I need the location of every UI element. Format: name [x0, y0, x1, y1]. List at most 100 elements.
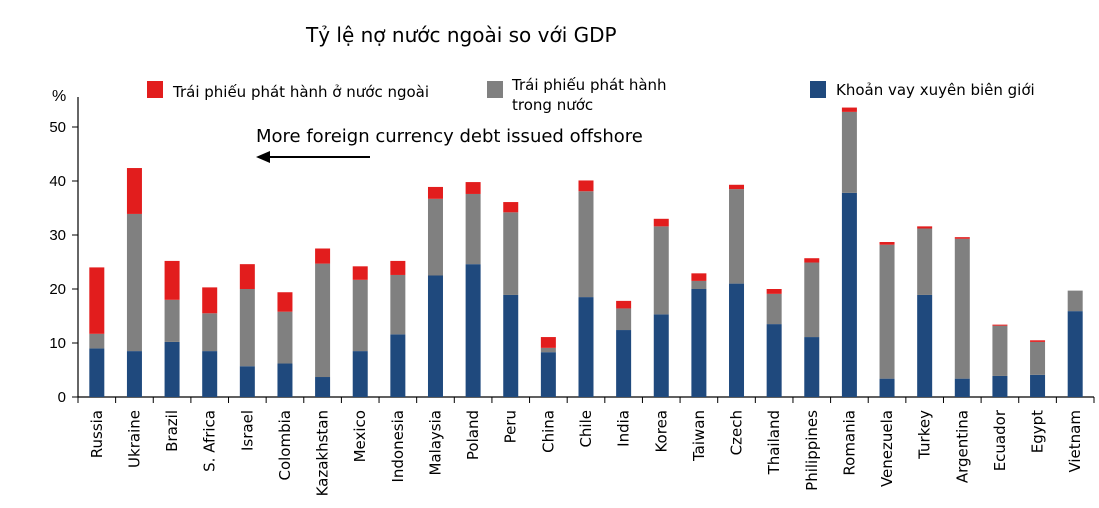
bar-segment-domestic-bonds — [465, 193, 481, 265]
bar-segment-domestic-bonds — [126, 213, 142, 352]
y-tick-label: 10 — [49, 335, 66, 352]
bar-segment-offshore-bonds — [841, 107, 857, 112]
bar-segment-cross-border-loans — [164, 341, 180, 397]
legend: Trái phiếu phát hành ở nước ngoài Trái p… — [147, 76, 1035, 114]
bar-segment-offshore-bonds — [126, 168, 142, 214]
x-tick-label: Israel — [238, 410, 256, 451]
bar-segment-offshore-bonds — [352, 266, 368, 280]
legend-label-cross-border-loans: Khoản vay xuyên biên giới — [836, 81, 1035, 99]
bar-segment-offshore-bonds — [239, 264, 255, 289]
y-tick-label: 20 — [49, 281, 66, 298]
bar-segment-offshore-bonds — [879, 242, 895, 245]
x-tick-label: Egypt — [1029, 410, 1047, 453]
y-tick-label: 40 — [49, 173, 66, 190]
bar-segment-domestic-bonds — [992, 325, 1008, 376]
x-tick-label: Czech — [728, 410, 746, 455]
bar-segment-domestic-bonds — [164, 299, 180, 342]
x-tick-label: Kazakhstan — [314, 410, 332, 496]
bar-segment-offshore-bonds — [89, 267, 105, 334]
x-tick-label: Argentina — [953, 410, 971, 483]
x-tick-label: Ecuador — [991, 409, 1009, 471]
bar-segment-domestic-bonds — [766, 293, 782, 325]
x-tick-label: Taiwan — [690, 410, 708, 462]
bar-segment-domestic-bonds — [239, 289, 255, 367]
legend-label-domestic-bonds-line2: trong nước — [512, 96, 593, 114]
x-tick-label: Ukraine — [125, 410, 143, 468]
bar-segment-cross-border-loans — [315, 377, 331, 397]
bar-segment-cross-border-loans — [202, 351, 218, 397]
x-tick-label: Chile — [577, 410, 595, 448]
bar-segment-cross-border-loans — [841, 192, 857, 397]
bar-segment-domestic-bonds — [540, 347, 556, 353]
bar-segment-offshore-bonds — [691, 273, 707, 281]
bar-segment-cross-border-loans — [390, 334, 406, 397]
bar-segment-domestic-bonds — [89, 333, 105, 349]
bar-segment-cross-border-loans — [917, 294, 933, 397]
bar-segment-cross-border-loans — [804, 337, 820, 397]
bar-segment-cross-border-loans — [954, 378, 970, 397]
x-tick-label: Brazil — [163, 410, 181, 452]
bar-segment-cross-border-loans — [126, 351, 142, 397]
bar-segment-cross-border-loans — [766, 324, 782, 397]
bar-segment-domestic-bonds — [202, 313, 218, 352]
x-tick-label: Russia — [88, 410, 106, 458]
x-tick-label: Colombia — [276, 410, 294, 481]
x-tick-label: Indonesia — [389, 410, 407, 483]
legend-label-domestic-bonds-line1: Trái phiếu phát hành — [511, 76, 667, 94]
x-tick-label: Vietnam — [1066, 410, 1084, 473]
y-tick-label: 30 — [49, 227, 66, 244]
bar-segment-cross-border-loans — [616, 330, 632, 397]
x-tick-label: Peru — [502, 410, 520, 443]
bar-segment-domestic-bonds — [503, 212, 519, 295]
bar-segment-domestic-bonds — [1067, 290, 1083, 312]
legend-swatch-domestic-bonds — [487, 81, 503, 98]
bar-segment-offshore-bonds — [766, 289, 782, 294]
x-tick-label: S. Africa — [201, 410, 219, 472]
x-tick-label: Turkey — [916, 410, 934, 460]
bar-segment-offshore-bonds — [992, 324, 1008, 326]
bar-segment-domestic-bonds — [1030, 341, 1046, 375]
bar-segment-offshore-bonds — [277, 292, 293, 312]
bar-segment-offshore-bonds — [540, 337, 556, 348]
x-tick-label: Thailand — [765, 410, 783, 475]
bar-segment-cross-border-loans — [1030, 374, 1046, 397]
bar-segment-offshore-bonds — [804, 258, 820, 263]
bar-segment-cross-border-loans — [729, 283, 745, 397]
bar-segment-cross-border-loans — [465, 264, 481, 397]
bar-segment-domestic-bonds — [804, 262, 820, 338]
bar-segment-cross-border-loans — [879, 378, 895, 397]
bar-segment-cross-border-loans — [427, 275, 443, 397]
legend-swatch-offshore-bonds — [147, 81, 163, 98]
x-tick-label: India — [615, 410, 633, 447]
bar-segment-offshore-bonds — [954, 237, 970, 239]
y-tick-label: 50 — [49, 119, 66, 136]
bar-segment-cross-border-loans — [239, 366, 255, 397]
bar-segment-domestic-bonds — [315, 263, 331, 378]
bar-segment-offshore-bonds — [1030, 340, 1046, 342]
bar-segment-domestic-bonds — [653, 226, 669, 315]
x-tick-label: Mexico — [351, 410, 369, 462]
bar-segment-domestic-bonds — [691, 280, 707, 289]
bar-segment-offshore-bonds — [729, 184, 745, 190]
x-tick-label: Korea — [652, 410, 670, 453]
x-tick-label: Poland — [464, 410, 482, 460]
x-tick-label: China — [539, 410, 557, 453]
bar-segment-domestic-bonds — [841, 111, 857, 193]
legend-swatch-cross-border-loans — [810, 81, 826, 98]
y-tick-label: 0 — [58, 389, 66, 406]
x-axis-labels: Russia Ukraine Brazil S. Africa Israel Colomb… — [88, 409, 1084, 496]
bar-segment-offshore-bonds — [202, 287, 218, 314]
bar-segment-offshore-bonds — [465, 182, 481, 194]
bar-segment-cross-border-loans — [691, 289, 707, 397]
bar-segment-offshore-bonds — [315, 248, 331, 264]
bar-segment-cross-border-loans — [578, 297, 594, 397]
bar-segment-cross-border-loans — [992, 375, 1008, 397]
bar-segment-domestic-bonds — [954, 238, 970, 379]
bar-segment-offshore-bonds — [616, 300, 632, 309]
bar-segment-domestic-bonds — [277, 311, 293, 364]
x-tick-label: Philippines — [803, 410, 821, 491]
bar-segment-cross-border-loans — [352, 351, 368, 397]
annotation: More foreign currency debt issued offsho… — [256, 126, 643, 163]
bar-segment-offshore-bonds — [164, 260, 180, 300]
